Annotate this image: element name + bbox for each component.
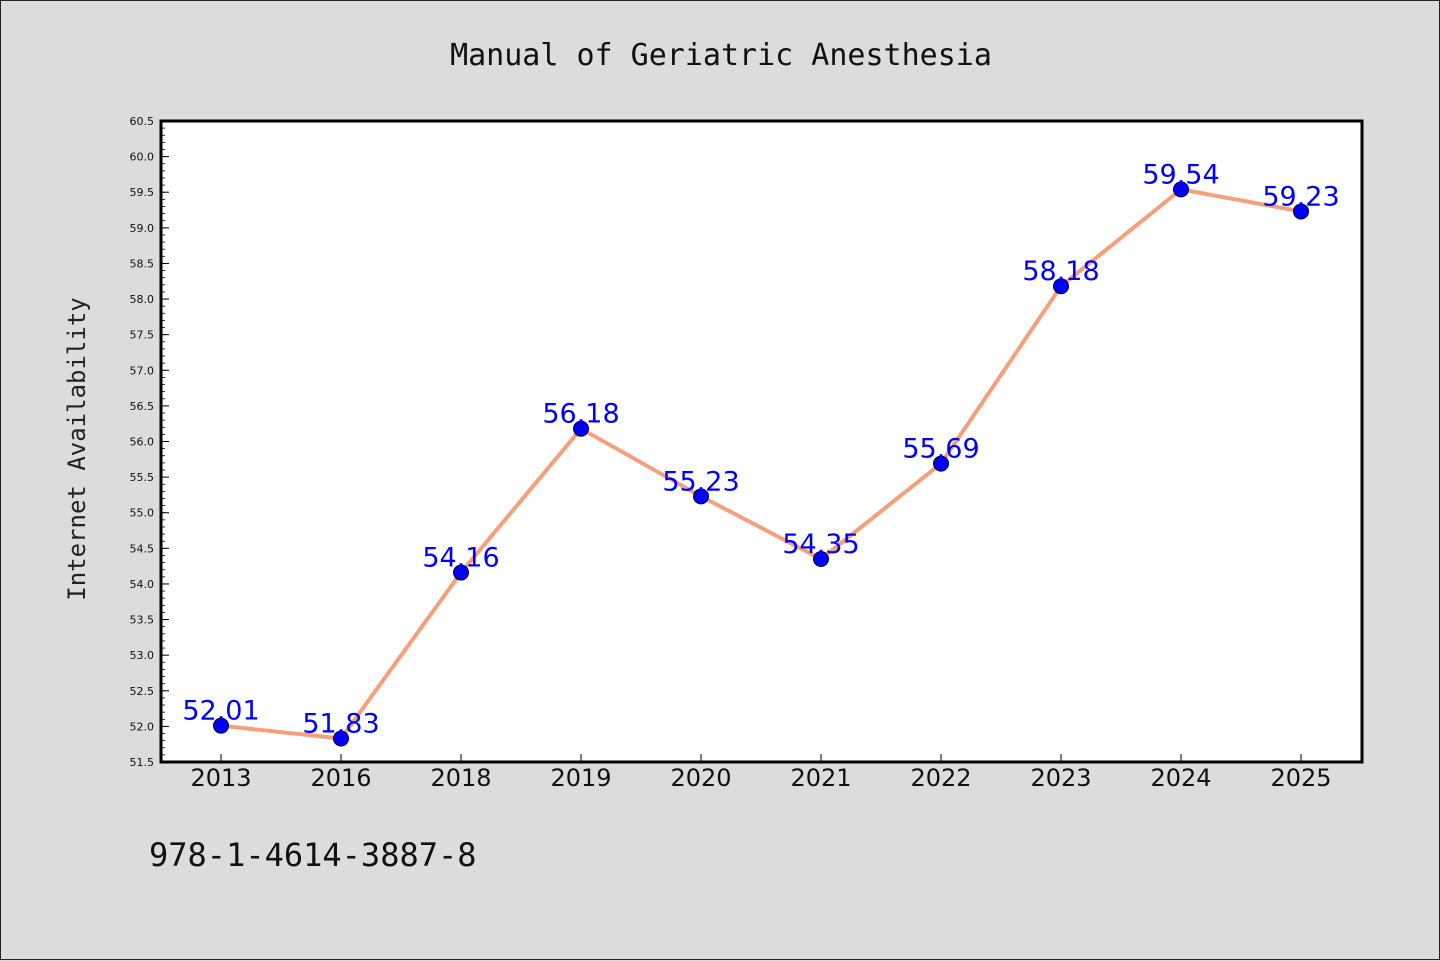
data-point xyxy=(1293,203,1309,220)
x-tick-label: 2025 xyxy=(1270,764,1331,792)
y-tick-label: 53.0 xyxy=(130,649,155,662)
x-tick-label: 2020 xyxy=(670,764,731,792)
data-label: 56.18 xyxy=(542,399,619,430)
data-point xyxy=(1053,278,1069,295)
y-tick-label: 58.0 xyxy=(130,293,155,306)
chart-title: Manual of Geriatric Anesthesia xyxy=(450,38,992,73)
data-label: 54.16 xyxy=(422,543,499,574)
data-labels: 52.01 51.83 54.16 56.18 55.23 54.35 55.69 58.18… xyxy=(182,159,1339,739)
data-point xyxy=(333,730,349,747)
data-point xyxy=(1173,181,1189,198)
y-tick-label: 60.0 xyxy=(130,151,155,164)
data-label: 51.83 xyxy=(302,708,379,739)
y-tick-label: 55.0 xyxy=(130,507,155,520)
isbn-text: 978-1-4614-3887-8 xyxy=(149,836,477,874)
y-tick-label: 53.5 xyxy=(130,614,155,627)
plot-border xyxy=(159,119,1364,764)
data-label: 54.35 xyxy=(782,529,859,560)
y-tick-label: 59.5 xyxy=(130,186,155,199)
series-line xyxy=(220,187,1302,741)
data-point xyxy=(573,420,589,437)
y-tick-label: 56.5 xyxy=(130,400,155,413)
data-point xyxy=(453,564,469,581)
x-tick-label: 2021 xyxy=(790,764,851,792)
data-label: 58.18 xyxy=(1022,256,1099,287)
x-tick-label: 2024 xyxy=(1150,764,1211,792)
data-point xyxy=(693,488,709,505)
data-point xyxy=(813,551,829,568)
y-tick-label: 58.5 xyxy=(130,257,155,270)
x-tick-label: 2013 xyxy=(190,764,251,792)
y-tick-label: 55.5 xyxy=(130,471,155,484)
data-series xyxy=(213,181,1309,747)
data-label: 59.54 xyxy=(1142,159,1219,190)
y-tick-label: 54.0 xyxy=(130,578,155,591)
data-point xyxy=(213,717,229,734)
x-tick-label: 2022 xyxy=(910,764,971,792)
y-axis-label: Internet Availability xyxy=(63,297,91,600)
data-label: 55.23 xyxy=(662,466,739,497)
y-tick-label: 59.0 xyxy=(130,222,155,235)
y-tick-label: 57.5 xyxy=(130,329,155,342)
data-label: 59.23 xyxy=(1262,181,1339,212)
y-tick-label: 54.5 xyxy=(130,542,155,555)
plot-area xyxy=(161,121,1362,762)
y-tick-label: 60.5 xyxy=(130,115,155,128)
x-tick-label: 2019 xyxy=(550,764,611,792)
data-point xyxy=(933,455,949,472)
x-tick-label: 2018 xyxy=(430,764,491,792)
y-tick-label: 52.5 xyxy=(130,685,155,698)
y-tick-label: 56.0 xyxy=(130,436,155,449)
x-tick-label: 2023 xyxy=(1030,764,1091,792)
y-tick-label: 57.0 xyxy=(130,364,155,377)
data-label: 52.01 xyxy=(182,696,259,727)
y-tick-label: 51.5 xyxy=(130,756,155,769)
x-tick-label: 2016 xyxy=(310,764,371,792)
y-tick-label: 52.0 xyxy=(130,720,155,733)
data-label: 55.69 xyxy=(902,434,979,465)
